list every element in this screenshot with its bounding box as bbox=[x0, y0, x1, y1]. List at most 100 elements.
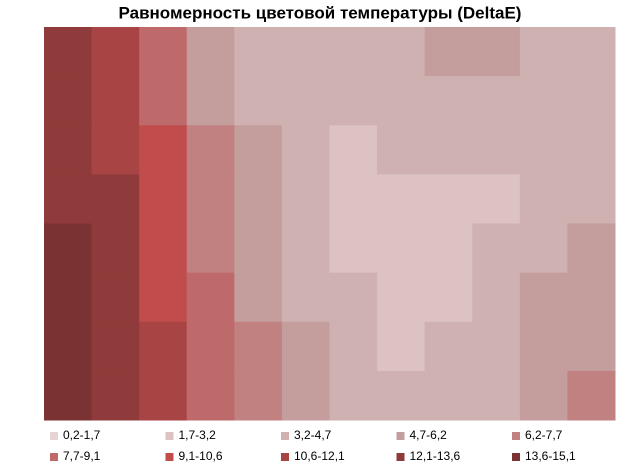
contour-cell bbox=[567, 370, 616, 421]
legend-swatch bbox=[281, 432, 289, 440]
legend-label: 13,6-15,1 bbox=[525, 449, 576, 463]
legend-swatch bbox=[50, 453, 58, 461]
contour-cell bbox=[329, 370, 378, 421]
contour-cell bbox=[567, 272, 616, 323]
contour-cell bbox=[44, 370, 93, 421]
contour-cell bbox=[139, 27, 188, 77]
contour-cell bbox=[186, 321, 235, 372]
contour-cell bbox=[472, 272, 521, 323]
legend-label: 7,7-9,1 bbox=[63, 449, 101, 463]
contour-cell bbox=[377, 223, 426, 274]
contour-cell bbox=[567, 27, 616, 77]
contour-cell bbox=[377, 27, 426, 77]
contour-cell bbox=[281, 174, 330, 224]
contour-cell bbox=[186, 76, 235, 126]
contour-cell bbox=[91, 27, 140, 77]
contour-cell bbox=[281, 223, 330, 274]
contour-cell bbox=[186, 174, 235, 224]
contour-cell bbox=[139, 174, 188, 224]
contour-cell bbox=[424, 272, 473, 323]
contour-cell bbox=[519, 27, 568, 77]
contour-cell bbox=[44, 223, 93, 274]
contour-cell bbox=[281, 272, 330, 323]
contour-cell bbox=[424, 76, 473, 126]
contour-cell bbox=[424, 370, 473, 421]
contour-cell bbox=[519, 174, 568, 224]
contour-cell bbox=[519, 223, 568, 274]
contour-cell bbox=[424, 321, 473, 372]
contour-cell bbox=[186, 370, 235, 421]
contour-cell bbox=[567, 321, 616, 372]
contour-cell bbox=[377, 76, 426, 126]
contour-cell bbox=[139, 76, 188, 126]
contour-cell bbox=[329, 223, 378, 274]
contour-cell bbox=[234, 174, 283, 224]
contour-cell bbox=[424, 125, 473, 175]
legend-swatch bbox=[512, 453, 520, 461]
contour-cell bbox=[234, 76, 283, 126]
contour-cell bbox=[44, 321, 93, 372]
contour-cell bbox=[519, 76, 568, 126]
contour-cell bbox=[519, 125, 568, 175]
contour-cell bbox=[472, 125, 521, 175]
legend-swatch bbox=[396, 432, 405, 440]
contour-cell bbox=[472, 174, 521, 224]
contour-cell bbox=[139, 272, 188, 323]
contour-cell bbox=[44, 76, 93, 126]
contour-cell bbox=[377, 370, 426, 421]
contour-cell bbox=[139, 125, 188, 175]
contour-cell bbox=[234, 125, 283, 175]
contour-cell bbox=[329, 321, 378, 372]
contour-cell bbox=[329, 125, 378, 175]
contour-cell bbox=[519, 370, 568, 421]
contour-cell bbox=[91, 174, 140, 224]
contour-cell bbox=[44, 272, 93, 323]
legend-label: 0,2-1,7 bbox=[63, 428, 101, 442]
contour-cell bbox=[329, 174, 378, 224]
contour-cell bbox=[567, 125, 616, 175]
contour-cell bbox=[329, 272, 378, 323]
contour-cell bbox=[567, 223, 616, 274]
contour-cell bbox=[44, 174, 93, 224]
legend-swatch bbox=[512, 432, 520, 440]
contour-cell bbox=[424, 223, 473, 274]
contour-cell bbox=[234, 321, 283, 372]
contour-cell bbox=[472, 27, 521, 77]
contour-cell bbox=[234, 370, 283, 421]
legend-label: 6,2-7,7 bbox=[525, 428, 563, 442]
contour-cell bbox=[91, 272, 140, 323]
contour-cell bbox=[44, 125, 93, 175]
contour-cell bbox=[234, 27, 283, 77]
contour-cell bbox=[519, 272, 568, 323]
contour-cell bbox=[91, 321, 140, 372]
contour-cell bbox=[139, 223, 188, 274]
contour-cell bbox=[44, 27, 93, 77]
contour-cell bbox=[377, 174, 426, 224]
contour-cell bbox=[281, 27, 330, 77]
contour-cell bbox=[472, 223, 521, 274]
legend-swatch bbox=[396, 453, 405, 461]
legend-swatch bbox=[165, 453, 174, 461]
contour-cell bbox=[281, 370, 330, 421]
contour-cell bbox=[186, 125, 235, 175]
contour-cell bbox=[139, 370, 188, 421]
contour-cell bbox=[281, 76, 330, 126]
contour-cell bbox=[186, 223, 235, 274]
contour-cell bbox=[234, 223, 283, 274]
contour-cell bbox=[567, 174, 616, 224]
contour-cell bbox=[424, 174, 473, 224]
legend-swatch bbox=[165, 432, 174, 440]
legend-label: 3,2-4,7 bbox=[294, 428, 332, 442]
contour-cell bbox=[139, 321, 188, 372]
legend-label: 12,1-13,6 bbox=[410, 449, 461, 463]
contour-cell bbox=[281, 321, 330, 372]
contour-cell bbox=[91, 76, 140, 126]
contour-cell bbox=[377, 321, 426, 372]
contour-cell bbox=[519, 321, 568, 372]
legend-label: 10,6-12,1 bbox=[294, 449, 345, 463]
contour-cell bbox=[472, 321, 521, 372]
contour-cell bbox=[567, 76, 616, 126]
contour-cell bbox=[281, 125, 330, 175]
contour-cell bbox=[424, 27, 473, 77]
